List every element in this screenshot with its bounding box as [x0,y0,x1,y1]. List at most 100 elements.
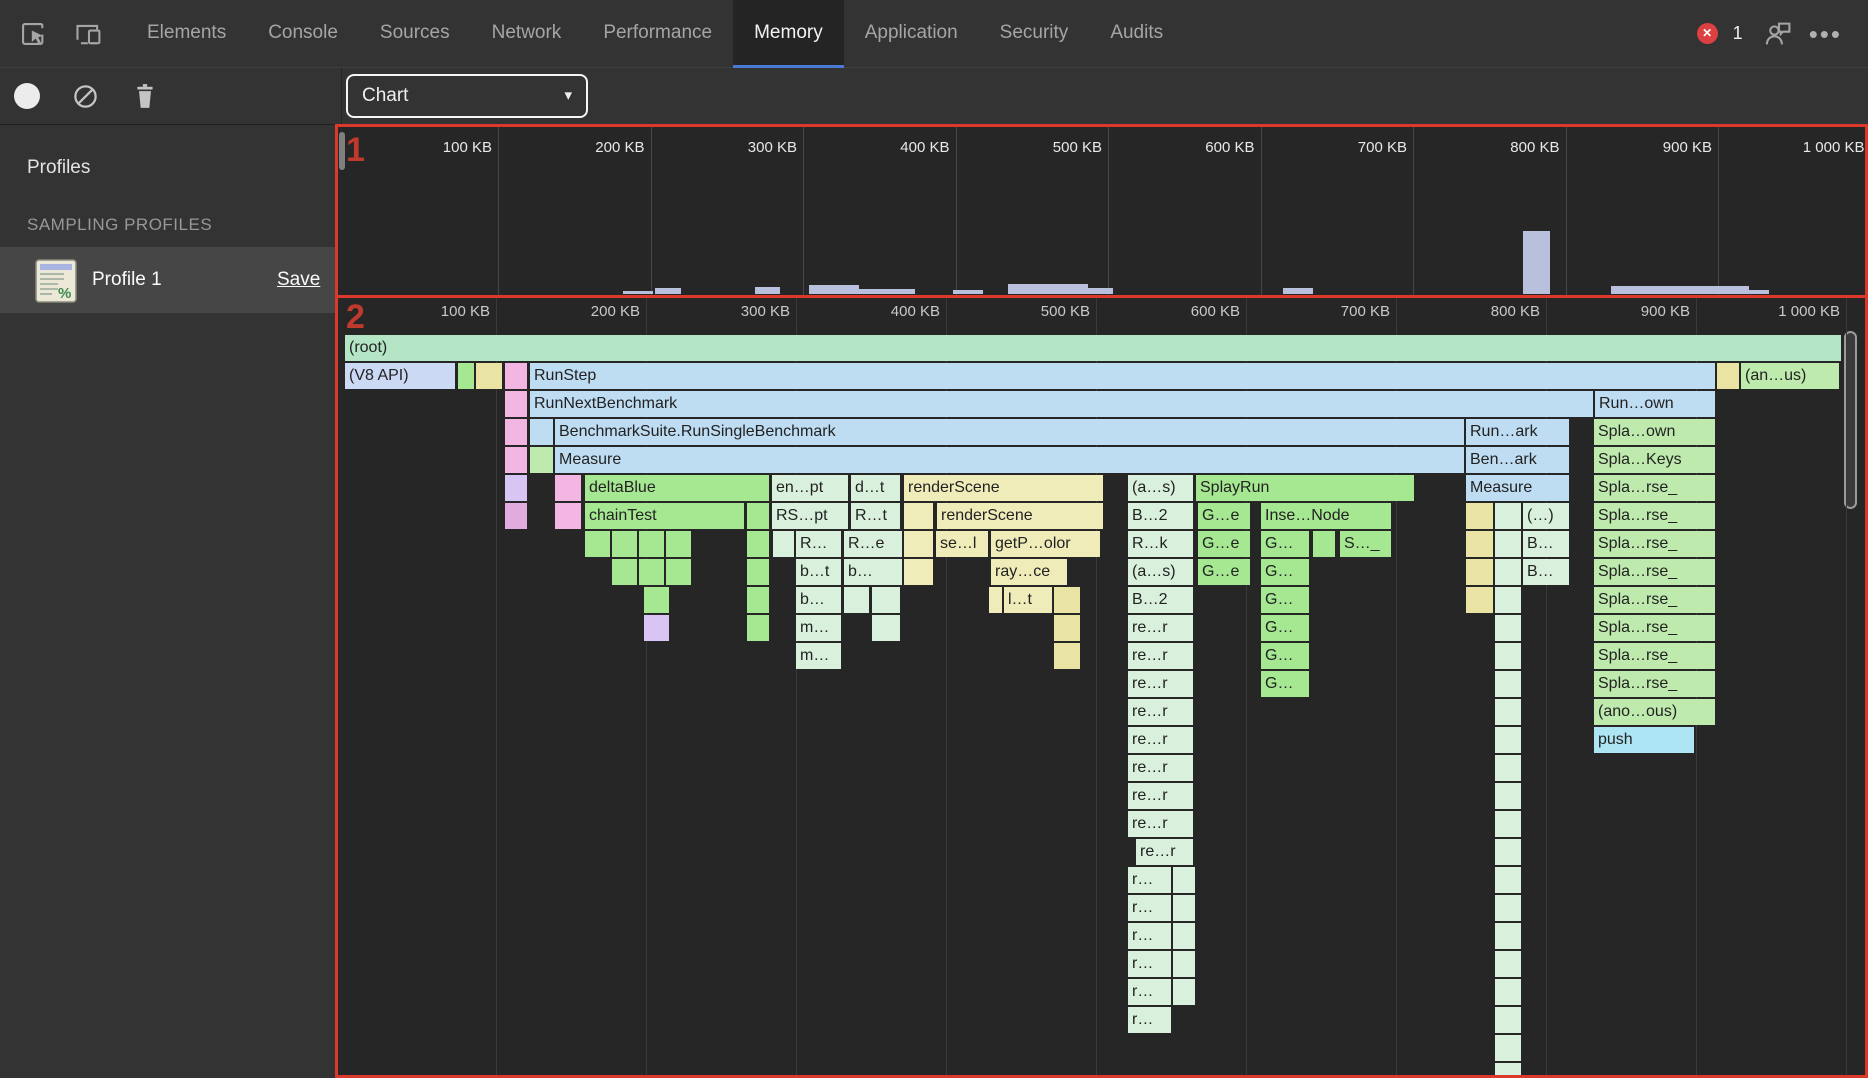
flame-bar[interactable]: (…) [1523,503,1569,529]
record-heap-icon[interactable] [14,83,40,109]
flame-bar[interactable] [1173,979,1195,1005]
flame-bar[interactable]: r… [1128,1007,1171,1033]
flame-bar[interactable]: Run…ark [1466,419,1569,445]
flame-bar[interactable]: r… [1128,867,1171,893]
flame-bar[interactable]: B… [1523,531,1569,557]
flame-bar[interactable]: Spla…Keys [1594,447,1715,473]
flame-bar[interactable] [844,587,869,613]
flame-bar[interactable]: d…t [851,475,900,501]
flame-bar[interactable] [612,559,637,585]
flame-bar[interactable] [1495,1035,1521,1061]
flame-bar[interactable] [1495,979,1521,1005]
flame-bar[interactable] [747,587,769,613]
tab-audits[interactable]: Audits [1110,21,1164,43]
flame-bar[interactable]: re…r [1128,811,1193,837]
flame-bar[interactable]: re…r [1128,755,1193,781]
flame-bar[interactable] [872,615,900,641]
flame-bar[interactable]: re…r [1128,671,1193,697]
flame-bar[interactable] [747,615,769,641]
device-toolbar-icon[interactable] [74,19,104,49]
flame-bar[interactable]: re…r [1136,839,1193,865]
flame-bar[interactable] [666,559,691,585]
inspect-element-icon[interactable] [18,19,48,49]
flame-bar[interactable] [1466,559,1493,585]
flame-bar[interactable] [1495,727,1521,753]
flame-bar[interactable]: Spla…own [1594,419,1715,445]
flame-bar[interactable]: deltaBlue [585,475,769,501]
flame-bar[interactable]: (an…us) [1741,363,1839,389]
flame-bar[interactable] [1173,895,1195,921]
flame-bar[interactable] [1495,699,1521,725]
flame-chart-region[interactable]: 2 100 KB 200 KB 300 KB 400 KB 500 KB 600 KB 70… [335,295,1868,1078]
flame-bar[interactable]: Spla…rse_ [1594,615,1715,641]
flame-bar[interactable] [1495,1007,1521,1033]
flame-bar[interactable] [1466,531,1493,557]
flame-bar[interactable]: re…r [1128,783,1193,809]
flame-bar[interactable] [904,531,933,557]
flame-bar[interactable]: re…r [1128,643,1193,669]
flame-bar[interactable] [1495,755,1521,781]
flame-bar[interactable]: G…e [1198,503,1250,529]
flame-bar[interactable]: re…r [1128,727,1193,753]
flame-bar[interactable] [555,503,581,529]
flame-bar[interactable]: (a…s) [1128,475,1193,501]
flame-bar[interactable] [666,531,691,557]
delete-profile-icon[interactable] [130,81,160,111]
flame-bar[interactable]: renderScene [904,475,1103,501]
flame-bar[interactable]: RunNextBenchmark [530,391,1593,417]
flame-bar[interactable]: G… [1261,615,1309,641]
flame-bar[interactable] [530,419,553,445]
flame-bar[interactable]: Spla…rse_ [1594,643,1715,669]
flame-bar[interactable]: getP…olor [991,531,1100,557]
tab-sources[interactable]: Sources [379,21,450,43]
profile-item[interactable]: % Profile 1 Save [0,247,335,313]
flame-bar[interactable] [644,615,669,641]
flame-bar[interactable]: G… [1261,671,1309,697]
flame-bar[interactable] [1495,895,1521,921]
flame-bar[interactable] [1466,503,1493,529]
more-options-icon[interactable]: ••• [1808,18,1842,49]
flame-bar[interactable] [1173,867,1195,893]
flame-bar[interactable] [1495,587,1521,613]
overview-scroll-indicator[interactable] [339,132,345,170]
flame-bar[interactable] [1495,671,1521,697]
flame-bar[interactable]: G… [1261,643,1309,669]
flame-bar[interactable]: Spla…rse_ [1594,475,1715,501]
tab-performance[interactable]: Performance [603,21,713,43]
flame-bar[interactable] [904,559,933,585]
tab-network[interactable]: Network [491,21,562,43]
tab-elements[interactable]: Elements [147,21,227,43]
flame-bar[interactable] [612,531,637,557]
flame-bar[interactable] [1495,503,1521,529]
flame-bar[interactable]: B…2 [1128,587,1193,613]
flame-bar[interactable] [1495,839,1521,865]
flame-bar[interactable]: G…e [1198,559,1250,585]
flame-bar[interactable] [1495,559,1521,585]
error-badge-icon[interactable]: ✕ [1696,23,1718,44]
flame-bar[interactable]: RS…pt [772,503,848,529]
flame-bar[interactable]: S…_ [1340,531,1391,557]
flame-bar[interactable]: m… [796,615,841,641]
flame-bar[interactable] [505,363,527,389]
flame-bar[interactable]: (root) [345,335,1841,361]
flame-bar[interactable] [1495,923,1521,949]
flame-bar[interactable] [644,587,669,613]
feedback-icon[interactable] [1764,19,1794,49]
flame-bar[interactable] [505,475,527,501]
tab-console[interactable]: Console [268,21,338,43]
flame-bar[interactable]: l…t [1004,587,1052,613]
flame-bar[interactable]: G…e [1198,531,1250,557]
flame-bar[interactable]: b…t [796,559,841,585]
flame-bar[interactable] [505,419,527,445]
flame-bar[interactable]: r… [1128,923,1171,949]
flame-bar[interactable] [1495,643,1521,669]
flame-bar[interactable]: renderScene [937,503,1103,529]
flame-bar[interactable] [585,531,610,557]
tab-application[interactable]: Application [864,21,958,43]
flame-bar[interactable]: R…k [1128,531,1193,557]
flame-bar[interactable] [1495,951,1521,977]
flame-bar[interactable]: se…l [936,531,988,557]
save-profile-link[interactable]: Save [277,269,321,290]
flame-bar[interactable] [1495,811,1521,837]
flame-bar[interactable]: ray…ce [991,559,1067,585]
